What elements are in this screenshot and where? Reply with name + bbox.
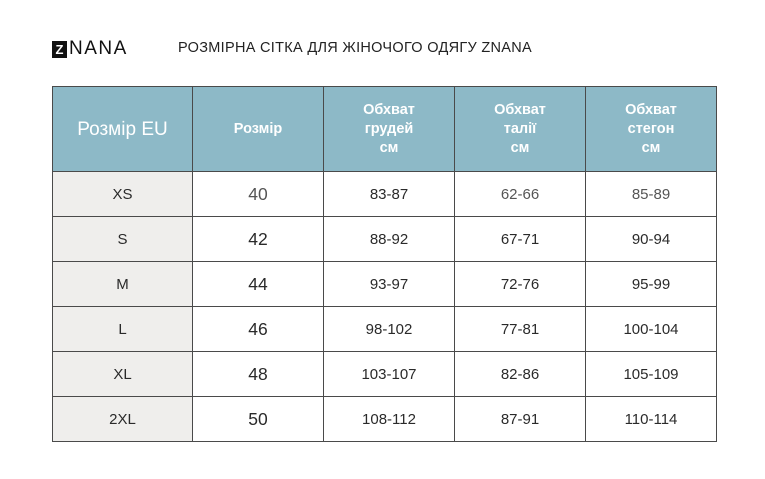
header-line: грудей [364,120,414,137]
cell-waist: 72-76 [454,261,586,307]
table-row: XL 48 103-107 82-86 105-109 [52,351,717,397]
cell-waist: 87-91 [454,396,586,442]
header-line: см [641,139,661,156]
cell-waist: 77-81 [454,306,586,352]
table-row: S 42 88-92 67-71 90-94 [52,216,717,262]
logo-box-letter: Z [52,40,67,58]
table-header-row: Розмір EU Розмір Обхват грудей см Обхват… [52,86,717,172]
header-line: Розмір [233,120,283,137]
header-size-eu: Розмір EU [52,86,193,172]
cell-size-eu: S [52,216,193,262]
cell-hips: 85-89 [585,171,717,217]
cell-bust: 88-92 [323,216,455,262]
logo-text: NANA [69,38,128,59]
header-line: Обхват [494,101,546,118]
cell-size: 46 [192,306,324,352]
cell-size-eu: XS [52,171,193,217]
header-line: талії [503,120,537,137]
table-row: XS 40 83-87 62-66 85-89 [52,171,717,217]
cell-size-eu: XL [52,351,193,397]
cell-bust: 98-102 [323,306,455,352]
header-line: стегон [627,120,675,137]
table-row: M 44 93-97 72-76 95-99 [52,261,717,307]
cell-size-eu: L [52,306,193,352]
cell-bust: 103-107 [323,351,455,397]
header-line: Розмір EU [77,118,168,140]
cell-bust: 93-97 [323,261,455,307]
table-row: 2XL 50 108-112 87-91 110-114 [52,396,717,442]
cell-size-eu: M [52,261,193,307]
header-size: Розмір [192,86,324,172]
page-title: РОЗМІРНА СІТКА ДЛЯ ЖІНОЧОГО ОДЯГУ ZNANA [178,40,533,56]
cell-hips: 110-114 [585,396,717,442]
cell-hips: 90-94 [585,216,717,262]
cell-size: 40 [192,171,324,217]
cell-waist: 62-66 [454,171,586,217]
logo-wordmark: Z NANA [52,38,128,60]
cell-size: 44 [192,261,324,307]
table-row: L 46 98-102 77-81 100-104 [52,306,717,352]
header-line: Обхват [625,101,677,118]
header-bust: Обхват грудей см [323,86,455,172]
header-line: Обхват [363,101,415,118]
header-line: см [379,139,399,156]
header-line: см [510,139,530,156]
cell-size-eu: 2XL [52,396,193,442]
cell-size: 50 [192,396,324,442]
cell-bust: 83-87 [323,171,455,217]
cell-waist: 67-71 [454,216,586,262]
cell-hips: 100-104 [585,306,717,352]
header-hips: Обхват стегон см [585,86,717,172]
cell-size: 48 [192,351,324,397]
cell-hips: 105-109 [585,351,717,397]
header-waist: Обхват талії см [454,86,586,172]
cell-size: 42 [192,216,324,262]
cell-bust: 108-112 [323,396,455,442]
cell-waist: 82-86 [454,351,586,397]
size-chart-table: Розмір EU Розмір Обхват грудей см Обхват… [52,86,717,442]
cell-hips: 95-99 [585,261,717,307]
brand-logo: Z NANA [52,36,128,62]
